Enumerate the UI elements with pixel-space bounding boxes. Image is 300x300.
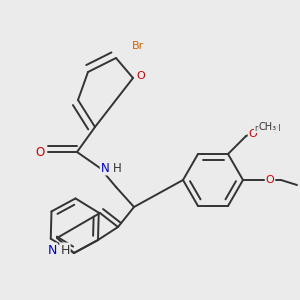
Text: O: O	[35, 146, 45, 158]
Text: N: N	[100, 161, 109, 175]
Text: O: O	[136, 71, 146, 81]
Text: Br: Br	[132, 41, 144, 51]
Text: methyl: methyl	[255, 124, 281, 133]
Text: O: O	[266, 175, 274, 185]
Text: O: O	[249, 129, 257, 139]
Text: H: H	[60, 244, 70, 256]
Text: N: N	[47, 244, 57, 256]
Text: H: H	[112, 161, 122, 175]
Text: CH₃: CH₃	[259, 122, 277, 132]
